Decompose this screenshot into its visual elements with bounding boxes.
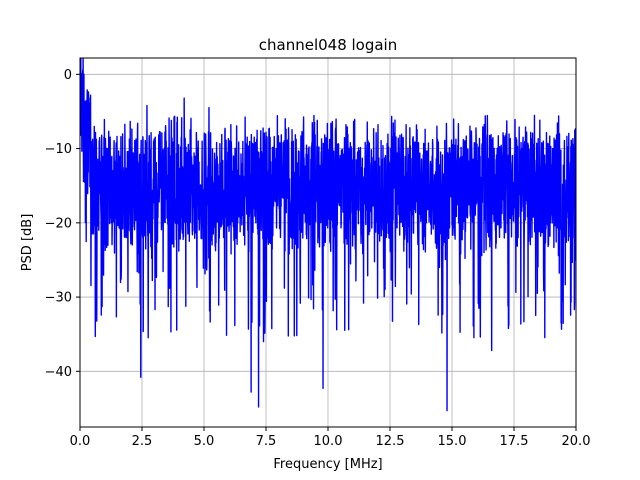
x-tick-label-5: 12.5 — [376, 434, 405, 449]
x-tick-label-6: 15.0 — [438, 434, 467, 449]
x-tick-label-3: 7.5 — [256, 434, 277, 449]
psd-series — [80, 58, 576, 412]
x-tick-label-0: 0.0 — [70, 434, 91, 449]
chart-title: channel048 logain — [259, 36, 398, 54]
x-tick-label-8: 20.0 — [562, 434, 591, 449]
y-axis-title: PSD [dB] — [20, 214, 35, 272]
x-tick-label-4: 10.0 — [314, 434, 343, 449]
x-axis: 0.0 2.5 5.0 7.5 10.0 12.5 15.0 17.5 20.0 — [70, 427, 591, 449]
x-tick-label-2: 5.0 — [194, 434, 215, 449]
y-tick-label-4: −40 — [45, 365, 72, 380]
x-tick-label-1: 2.5 — [132, 434, 153, 449]
y-tick-label-2: −20 — [45, 216, 72, 231]
y-tick-label-3: −30 — [45, 291, 72, 306]
y-tick-label-1: −10 — [45, 142, 72, 157]
x-tick-label-7: 17.5 — [500, 434, 529, 449]
y-axis: 0 −10 −20 −30 −40 — [45, 68, 80, 380]
x-axis-title: Frequency [MHz] — [273, 457, 382, 472]
psd-line — [80, 58, 576, 412]
y-tick-label-0: 0 — [64, 68, 72, 83]
